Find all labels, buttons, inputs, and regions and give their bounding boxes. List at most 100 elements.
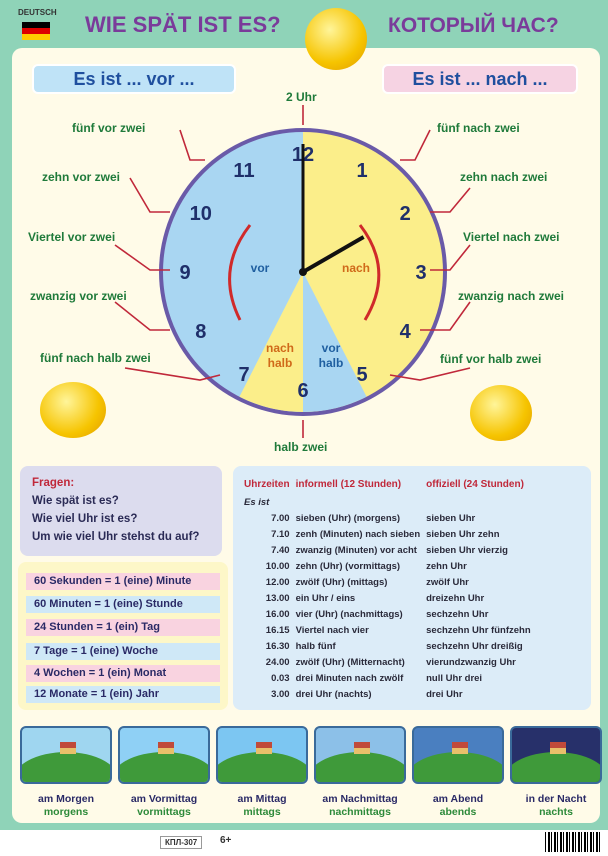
caption-phrase: am Nachmittag: [322, 793, 398, 805]
official-cell: sechzehn Uhr: [426, 608, 489, 620]
label-right: zwanzig nach zwei: [458, 289, 565, 303]
informal-cell: ein Uhr / eins: [295, 592, 356, 604]
age-rating: 6+: [220, 835, 232, 846]
time-cell: 7.10: [271, 528, 290, 540]
time-cell: 3.00: [271, 688, 290, 700]
table-row: 3.00 drei Uhr (nachts) drei Uhr: [241, 686, 534, 702]
clock-diagram: 121234567891011vornachnachhalbvorhalb: [114, 105, 471, 438]
arrow-vor-icon: [228, 224, 252, 321]
time-cell: 0.03: [271, 672, 290, 684]
table-row: 16.00 vier (Uhr) (nachmittags) sechzehn Uh…: [241, 606, 534, 622]
scene-image: [314, 726, 406, 784]
pointer-arrow-icon: [420, 301, 471, 331]
caption-adverb: mittags: [243, 806, 281, 818]
informal-cell: drei Uhr (nachts): [295, 688, 372, 700]
official-cell: sieben Uhr: [426, 512, 476, 524]
official-cell: sechzehn Uhr dreißig: [426, 640, 523, 652]
label-bottom: halb zwei: [274, 440, 328, 454]
table-row: 7.40 zwanzig (Minuten) vor acht sieben Uhr…: [241, 542, 534, 558]
informal-cell: Viertel nach vier: [295, 624, 369, 636]
scene-caption: am Nachmittag nachmittags: [312, 793, 408, 819]
hour-hand: [301, 235, 365, 274]
scene-image: [412, 726, 504, 784]
table-prefix: Es ist: [244, 496, 270, 508]
official-cell: drei Uhr: [426, 688, 463, 700]
table-row: 16.30 halb fünf sechzehn Uhr dreißig: [241, 638, 534, 654]
pointer-arrow-icon: [129, 177, 170, 213]
question: Um wie viel Uhr stehst du auf?: [32, 531, 200, 543]
clock-number: 3: [415, 262, 426, 284]
time-cell: 10.00: [265, 560, 290, 572]
table-row: 7.10 zenh (Minuten) nach sieben sieben Uhr…: [241, 526, 534, 542]
caption-phrase: am Morgen: [37, 793, 94, 805]
questions-panel: Fragen: Wie spät ist es? Wie viel Uhr is…: [20, 466, 222, 556]
scene-caption: am Vormittag vormittags: [116, 793, 212, 819]
wedge-vor-halb: [303, 272, 367, 413]
clock-number: 6: [297, 380, 308, 402]
caption-adverb: nachmittags: [329, 806, 391, 818]
unit-row: 60 Minuten = 1 (eine) Stunde: [26, 596, 220, 613]
informal-cell: zwölf (Uhr) (Mitternacht): [295, 656, 405, 668]
caption-phrase: am Mittag: [237, 793, 287, 805]
unit-row: 60 Sekunden = 1 (eine) Minute: [26, 573, 220, 590]
informal-cell: zenh (Minuten) nach sieben: [295, 528, 421, 540]
unit-row: 4 Wochen = 1 (ein) Monat: [26, 665, 220, 682]
questions-title: Fragen:: [32, 477, 75, 489]
scene-image: [216, 726, 308, 784]
table-row: 16.15 Viertel nach vier sechzehn Uhr fünfz…: [241, 622, 534, 638]
time-cell: 7.40: [271, 544, 290, 556]
scene-caption: am Abend abends: [410, 793, 506, 819]
label-left: fünf nach halb zwei: [40, 351, 151, 365]
scene-image: [118, 726, 210, 784]
official-cell: dreizehn Uhr: [426, 592, 485, 604]
label-right: fünf vor halb zwei: [440, 352, 542, 366]
col-header: Uhrzeiten: [244, 478, 290, 490]
title-russian: КОТОРЫЙ ЧАС?: [388, 14, 559, 37]
label-right: zehn nach zwei: [460, 170, 548, 184]
col-header: offiziell (24 Stunden): [426, 478, 524, 490]
unit-row: 7 Tage = 1 (eine) Woche: [26, 643, 220, 660]
pointer-arrow-icon: [114, 244, 170, 271]
smiley-thinking-icon: [305, 8, 367, 70]
caption-phrase: am Abend: [432, 793, 484, 805]
official-cell: vierundzwanzig Uhr: [426, 656, 516, 668]
label-right: fünf nach zwei: [437, 121, 520, 135]
time-table: Uhrzeiten informell (12 Stunden) offizie…: [241, 474, 534, 702]
smiley-right-icon: [470, 385, 532, 441]
time-cell: 16.30: [265, 640, 290, 652]
label-top: 2 Uhr: [286, 90, 317, 104]
scene-caption: in der Nacht nachts: [508, 793, 604, 819]
footer: КПЛ-307 6+: [0, 830, 608, 856]
pill-vor: Es ist ... vor ...: [32, 64, 236, 94]
caption-adverb: nachts: [539, 806, 573, 818]
german-flag-icon: [22, 22, 50, 40]
pill-nach: Es ist ... nach ...: [382, 64, 578, 94]
clock-number: 5: [356, 364, 367, 386]
col-header: informell (12 Stunden): [295, 478, 402, 490]
informal-cell: vier (Uhr) (nachmittags): [295, 608, 403, 620]
pointer-arrow-icon: [430, 187, 471, 213]
sector-label-nach: nach: [342, 261, 370, 275]
wedge-label-nach-halb: halb: [268, 356, 293, 370]
time-cell: 12.00: [265, 576, 290, 588]
clock-number: 10: [190, 203, 212, 225]
table-row: 7.00 sieben (Uhr) (morgens) sieben Uhr: [241, 510, 534, 526]
scene-image: [20, 726, 112, 784]
unit-row: 24 Stunden = 1 (ein) Tag: [26, 619, 220, 636]
wedge-nach-halb: [239, 272, 303, 413]
caption-adverb: abends: [439, 806, 477, 818]
caption-phrase: am Vormittag: [130, 793, 198, 805]
time-cell: 24.00: [265, 656, 290, 668]
informal-cell: drei Minuten nach zwölf: [295, 672, 404, 684]
table-row: 12.00 zwölf (Uhr) (mittags) zwölf Uhr: [241, 574, 534, 590]
pointer-arrow-icon: [400, 129, 431, 161]
time-cell: 7.00: [271, 512, 290, 524]
caption-adverb: morgens: [43, 806, 89, 818]
question: Wie viel Uhr ist es?: [32, 513, 138, 525]
language-tag: DEUTSCH: [18, 8, 57, 17]
wedge-label-nach-halb: nach: [266, 341, 294, 355]
informal-cell: sieben (Uhr) (morgens): [295, 512, 401, 524]
unit-row: 12 Monate = 1 (ein) Jahr: [26, 686, 220, 703]
table-row: 0.03 drei Minuten nach zwölf null Uhr drei: [241, 670, 534, 686]
informal-cell: zehn (Uhr) (vormittags): [295, 560, 401, 572]
